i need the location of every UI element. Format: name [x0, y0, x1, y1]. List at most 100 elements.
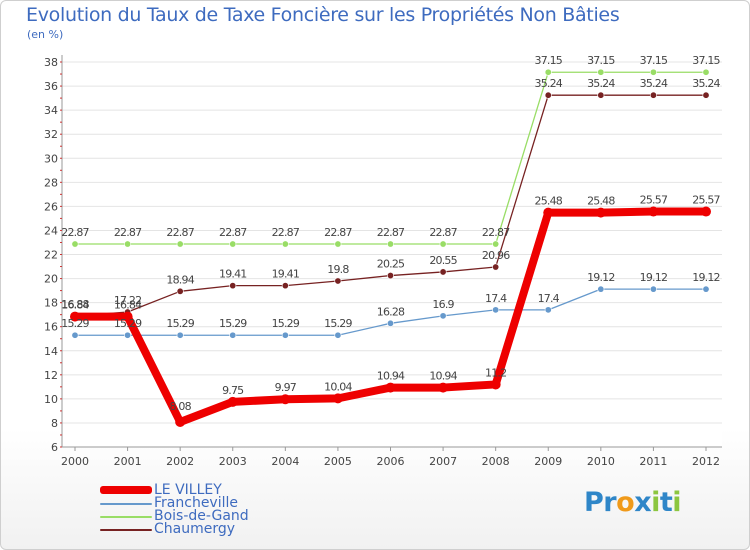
data-label: 25.57 [692, 194, 720, 207]
series-francheville [71, 285, 710, 339]
data-label: 20.96 [482, 249, 510, 262]
x-tick-label: 2011 [639, 455, 667, 468]
data-label: 20.25 [377, 258, 405, 271]
data-point [334, 240, 342, 248]
legend-swatch-francheville [100, 503, 152, 505]
legend-label-bois-de-gand: Bois-de-Gand [154, 508, 249, 524]
data-label: 17.4 [538, 292, 560, 305]
data-labels-chaumergy: 16.88 17.22 18.94 19.41 19.41 19.8 20.25 20.55 2… [61, 77, 721, 311]
y-tick-label: 12 [44, 369, 58, 382]
data-point [71, 331, 79, 339]
y-tick-label: 14 [44, 345, 58, 358]
x-tick-label: 2003 [219, 455, 247, 468]
y-tick-label: 38 [44, 56, 58, 69]
data-point [597, 68, 605, 76]
data-point [438, 382, 449, 393]
data-label: 37.15 [587, 54, 615, 67]
data-label: 10.94 [377, 370, 405, 383]
y-tick-label: 30 [44, 152, 58, 165]
data-label: 37.15 [640, 54, 668, 67]
data-label: 19.41 [272, 268, 300, 281]
y-tick-label: 10 [44, 393, 58, 406]
data-point [649, 68, 657, 76]
legend-swatch-le-villey [100, 486, 152, 494]
data-label: 15.29 [114, 317, 142, 330]
data-label: 18.94 [166, 273, 194, 286]
plot-area [62, 55, 722, 447]
x-tick-label: 2006 [377, 455, 405, 468]
data-label: 19.12 [640, 271, 668, 284]
data-labels-le-villey: 16.84 16.84 8.08 9.75 9.97 10.04 10.94 10.94 11.… [61, 194, 721, 413]
y-tick-label: 32 [44, 128, 58, 141]
legend-swatch-chaumergy [100, 529, 152, 531]
data-label: 17.4 [485, 292, 507, 305]
y-tick-label: 26 [44, 200, 58, 213]
data-label: 15.29 [272, 317, 300, 330]
data-label: 15.29 [219, 317, 247, 330]
x-tick-label: 2001 [114, 455, 142, 468]
data-point [124, 331, 132, 339]
x-tick-label: 2009 [534, 455, 562, 468]
data-label: 35.24 [535, 77, 563, 90]
data-point [544, 91, 552, 99]
data-point [124, 240, 132, 248]
x-tick-label: 2007 [429, 455, 457, 468]
data-point [439, 240, 447, 248]
data-point [122, 311, 133, 322]
data-label: 16.84 [61, 299, 89, 312]
data-label: 22.87 [114, 226, 142, 239]
proxiti-logo: Proxiti [584, 487, 682, 518]
data-label: 9.97 [275, 381, 297, 394]
data-point [281, 282, 289, 290]
data-point [702, 285, 710, 293]
data-point [229, 282, 237, 290]
data-label: 35.24 [692, 77, 720, 90]
data-point [492, 240, 500, 248]
data-label: 16.28 [377, 305, 405, 318]
logo-letter: r [603, 487, 617, 518]
y-tick-label: 24 [44, 224, 58, 237]
y-tick-label: 6 [51, 441, 58, 454]
y-tick-label: 22 [44, 249, 58, 262]
data-point [439, 312, 447, 320]
data-point [386, 240, 394, 248]
data-point [229, 240, 237, 248]
y-tick-label: 36 [44, 80, 58, 93]
x-tick-label: 2012 [692, 455, 720, 468]
data-label: 22.87 [166, 226, 194, 239]
data-label: 10.94 [429, 370, 457, 383]
y-axis-unit: (en %) [27, 28, 64, 41]
data-label: 22.87 [219, 226, 247, 239]
x-tick-label: 2008 [482, 455, 510, 468]
data-point [176, 287, 184, 295]
y-tick-label: 20 [44, 273, 58, 286]
x-tick-label: 2002 [166, 455, 194, 468]
data-point [332, 393, 343, 404]
y-tick-label: 18 [44, 297, 58, 310]
data-point [544, 68, 552, 76]
logo-letter: i [651, 487, 660, 518]
data-point [492, 306, 500, 314]
data-point [597, 285, 605, 293]
data-point [492, 263, 500, 271]
data-label: 16.84 [114, 299, 142, 312]
data-label: 25.57 [640, 194, 668, 207]
data-point [649, 285, 657, 293]
data-label: 16.9 [432, 298, 454, 311]
data-label: 22.87 [482, 226, 510, 239]
y-tick-label: 8 [51, 417, 58, 430]
data-label: 22.87 [324, 226, 352, 239]
data-point [543, 207, 554, 218]
data-label: 37.15 [692, 54, 720, 67]
data-point [648, 206, 659, 217]
data-label: 15.29 [324, 317, 352, 330]
data-point [386, 272, 394, 280]
data-label: 10.04 [324, 380, 352, 393]
data-label: 16.88 [61, 298, 89, 311]
logo-letter: P [584, 487, 604, 518]
data-label: 37.15 [535, 54, 563, 67]
x-tick-label: 2005 [324, 455, 352, 468]
legend-label-francheville: Francheville [154, 495, 238, 511]
data-point [702, 68, 710, 76]
